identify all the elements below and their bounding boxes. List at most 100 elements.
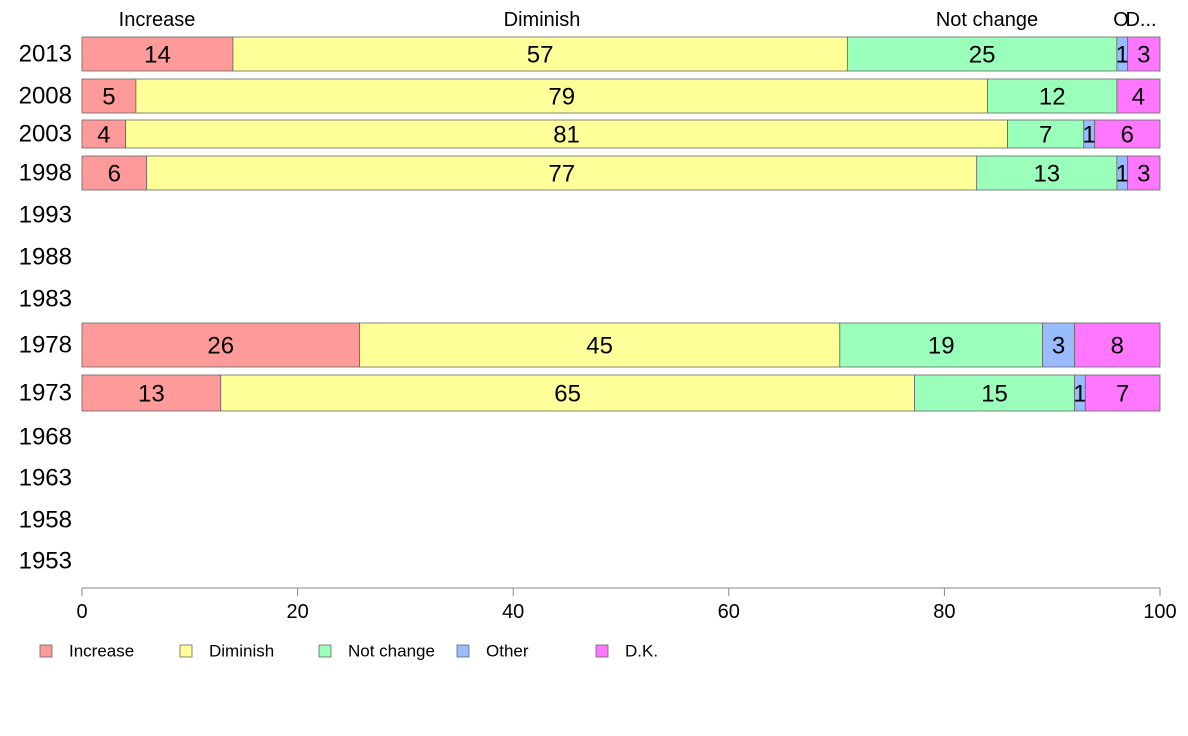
bar-label-2008-not-change: 12: [1039, 84, 1066, 111]
legend-swatch-other: [456, 644, 470, 658]
bar-row-1998: 6 77 13 1 3: [81, 155, 1161, 191]
bar-label-2003-diminish: 81: [553, 122, 580, 149]
bar-label-2013-increase: 14: [144, 42, 171, 69]
header-label-not-change: Not change: [936, 9, 1038, 31]
bar-label-1978-d-k: 8: [1111, 333, 1124, 360]
bar-label-2008-d-k: 4: [1132, 84, 1145, 111]
bar-1973-diminish: [220, 374, 915, 412]
x-axis: 0 20 40 60 80 100: [76, 587, 1177, 623]
x-tick-label-100: 100: [1143, 601, 1176, 623]
bar-label-2013-d-k: 3: [1137, 42, 1150, 69]
bar-row-1973: 13 65 15 1 7: [81, 374, 1161, 412]
header-label-increase: Increase: [119, 9, 196, 31]
legend: Increase Diminish Not change Other D.K.: [39, 642, 658, 661]
year-label-1963: 1963: [19, 465, 72, 492]
bar-label-2008-increase: 5: [102, 84, 115, 111]
bar-1998-increase: [81, 155, 148, 191]
bar-1998-d-k: [1127, 155, 1161, 191]
year-label-1968: 1968: [19, 424, 72, 451]
legend-label-not-change: Not change: [348, 642, 435, 661]
legend-swatch-not-change: [318, 644, 332, 658]
legend-item-other: Other: [456, 642, 529, 661]
bar-2013-d-k: [1127, 36, 1161, 72]
year-label-2008: 2008: [19, 83, 72, 110]
bar-label-2013-diminish: 57: [527, 42, 554, 69]
legend-label-diminish: Diminish: [209, 642, 274, 661]
bar-row-2013: 14 57 25 1 3: [81, 36, 1161, 72]
bar-1978-not-change: [839, 322, 1043, 368]
bar-label-1998-d-k: 3: [1137, 161, 1150, 188]
legend-label-other: Other: [486, 642, 529, 661]
bar-1973-increase: [81, 374, 222, 412]
bar-2013-diminish: [232, 36, 848, 72]
bar-row-2008: 5 79 12 4: [81, 78, 1161, 114]
bars: 14 57 25 1 35 79 12 44 81 7 1 66 77 13 1 326 45 19 3 813 65 1…: [81, 36, 1161, 412]
bar-label-1973-not-change: 15: [981, 381, 1008, 408]
bar-label-2008-diminish: 79: [548, 84, 575, 111]
header-label-o: O: [1113, 9, 1129, 31]
legend-swatch-d-k: [595, 644, 609, 658]
bar-label-1978-diminish: 45: [586, 333, 613, 360]
year-label-1988: 1988: [19, 244, 72, 271]
year-label-1953: 1953: [19, 548, 72, 575]
bar-label-1998-increase: 6: [108, 161, 121, 188]
bar-label-2013-not-change: 25: [969, 42, 996, 69]
legend-item-not-change: Not change: [318, 642, 435, 661]
bar-2008-not-change: [987, 78, 1118, 114]
bar-label-1998-diminish: 77: [548, 161, 575, 188]
bar-1998-not-change: [976, 155, 1118, 191]
x-tick-label-0: 0: [76, 601, 87, 623]
legend-label-d-k: D.K.: [625, 642, 658, 661]
bar-label-1973-increase: 13: [138, 381, 165, 408]
bar-label-1973-diminish: 65: [554, 381, 581, 408]
year-label-1958: 1958: [19, 507, 72, 534]
year-label-2013: 2013: [19, 41, 72, 68]
year-labels: 2013 2008 2003 1998 1993 1988 1983 1978 1973 1968…: [19, 41, 72, 575]
legend-item-d-k: D.K.: [595, 642, 658, 661]
bar-1978-other: [1042, 322, 1076, 368]
year-label-1983: 1983: [19, 286, 72, 313]
bar-label-2013-other: 1: [1116, 42, 1129, 69]
bar-row-1978: 26 45 19 3 8: [81, 322, 1161, 368]
bar-label-2003-other: 1: [1083, 122, 1096, 149]
year-label-1973: 1973: [19, 380, 72, 407]
column-headers: Increase Diminish Not change OD...: [119, 9, 1157, 31]
bar-label-1998-other: 1: [1116, 161, 1129, 188]
legend-item-increase: Increase: [39, 642, 134, 661]
bar-1998-diminish: [146, 155, 978, 191]
x-tick-label-60: 60: [718, 601, 740, 623]
bar-2003-increase: [81, 119, 126, 149]
legend-item-diminish: Diminish: [179, 642, 274, 661]
bar-1973-d-k: [1084, 374, 1161, 412]
year-label-2003: 2003: [19, 121, 72, 148]
bar-2003-not-change: [1007, 119, 1085, 149]
year-label-1993: 1993: [19, 202, 72, 229]
year-label-1978: 1978: [19, 332, 72, 359]
legend-swatch-diminish: [179, 644, 193, 658]
legend-swatch-increase: [39, 644, 53, 658]
bar-label-1973-other: 1: [1073, 381, 1086, 408]
bar-label-1998-not-change: 13: [1033, 161, 1060, 188]
header-label-d: D...: [1125, 9, 1156, 31]
bar-1978-increase: [81, 322, 360, 368]
bar-label-1978-not-change: 19: [928, 333, 955, 360]
header-label-diminish: Diminish: [504, 9, 581, 31]
bar-2008-diminish: [135, 78, 988, 114]
bar-row-2003: 4 81 7 1 6: [81, 119, 1161, 149]
legend-label-increase: Increase: [69, 642, 134, 661]
year-label-1998: 1998: [19, 160, 72, 187]
bar-1978-diminish: [359, 322, 841, 368]
x-tick-label-80: 80: [933, 601, 955, 623]
bar-1973-not-change: [914, 374, 1076, 412]
bar-label-1973-d-k: 7: [1116, 381, 1129, 408]
bar-2003-d-k: [1094, 119, 1161, 149]
bar-label-1978-other: 3: [1052, 333, 1065, 360]
bar-2008-increase: [81, 78, 137, 114]
bar-label-1978-increase: 26: [207, 333, 234, 360]
bar-label-2003-not-change: 7: [1039, 122, 1052, 149]
bar-1978-d-k: [1074, 322, 1161, 368]
bar-2008-d-k: [1116, 78, 1161, 114]
bar-label-2003-increase: 4: [97, 122, 110, 149]
x-tick-label-20: 20: [286, 601, 308, 623]
